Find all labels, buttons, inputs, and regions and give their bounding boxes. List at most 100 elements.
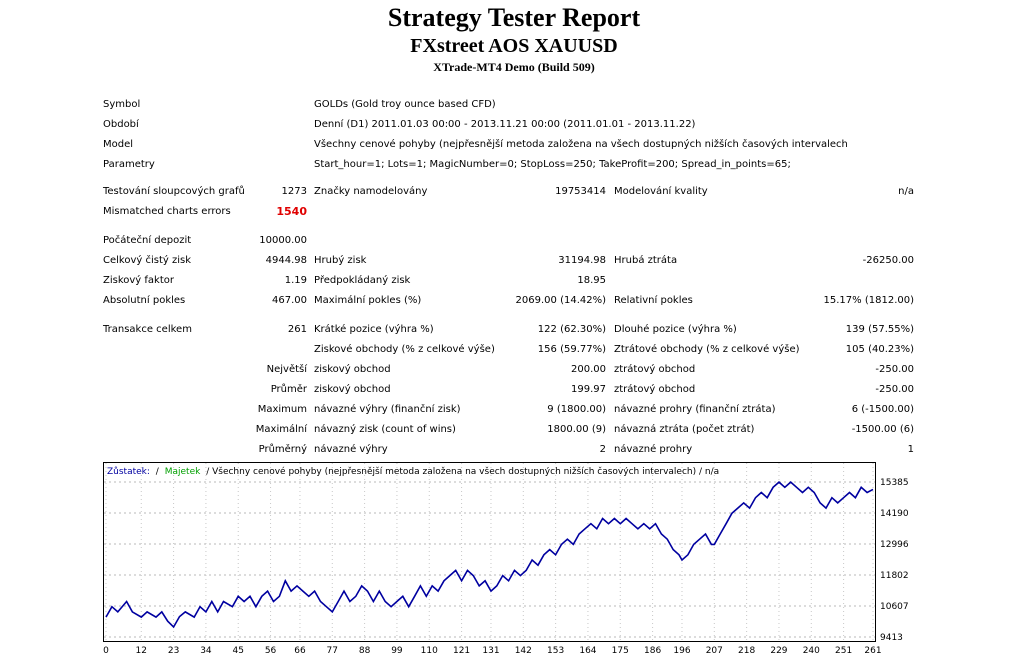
max-cons-losses-label: návazné prohry (finanční ztráta): [614, 404, 776, 415]
profit-factor-value: 1.19: [284, 275, 307, 286]
largest-loss-label: ztrátový obchod: [614, 364, 696, 375]
x-tick-label: 121: [453, 646, 470, 656]
x-tick-label: 240: [803, 646, 820, 656]
average-profit-value: 199.97: [571, 384, 606, 395]
x-tick-label: 77: [327, 646, 338, 656]
gross-loss-value: -26250.00: [862, 255, 914, 266]
params-value: Start_hour=1; Lots=1; MagicNumber=0; Sto…: [314, 159, 791, 170]
gross-loss-label: Hrubá ztráta: [614, 255, 678, 266]
average-label: Průměr: [270, 384, 307, 395]
legend-margin: Majetek: [165, 467, 201, 477]
net-profit-label: Celkový čistý zisk: [103, 255, 192, 266]
legend-balance: Zůstatek:: [107, 466, 150, 477]
avg-cons-losses-label: návazné prohry: [614, 444, 693, 455]
expected-payoff-value: 18.95: [577, 275, 606, 286]
x-tick-label: 186: [644, 646, 661, 656]
x-tick-label: 164: [579, 646, 596, 656]
x-tick-label: 251: [835, 646, 852, 656]
model-label: Model: [103, 139, 134, 150]
largest-loss-value: -250.00: [875, 364, 914, 375]
x-tick-label: 142: [515, 646, 532, 656]
long-positions-value: 139 (57.55%): [845, 324, 914, 335]
x-tick-label: 218: [738, 646, 755, 656]
short-positions-label: Krátké pozice (výhra %): [314, 324, 434, 335]
maximal-profit-value: 1800.00 (9): [547, 424, 606, 435]
params-label: Parametry: [103, 159, 155, 170]
symbol-label: Symbol: [103, 99, 141, 110]
quality-value: n/a: [898, 186, 914, 197]
ticks-value: 19753414: [555, 186, 606, 197]
bars-label: Testování sloupcových grafů: [103, 186, 245, 197]
x-tick-label: 66: [294, 646, 306, 656]
x-tick-label: 34: [200, 646, 212, 656]
total-trades-value: 261: [287, 324, 307, 335]
balance-series-line: [105, 481, 874, 629]
rel-drawdown-value: 15.17% (1812.00): [823, 295, 914, 306]
x-tick-label: 12: [136, 646, 147, 656]
abs-drawdown-label: Absolutní pokles: [103, 295, 186, 306]
model-value: Všechny cenové pohyby (nejpřesnější meto…: [314, 139, 848, 150]
quality-label: Modelování kvality: [614, 186, 708, 197]
average-loss-label: ztrátový obchod: [614, 384, 696, 395]
report-server: XTrade-MT4 Demo (Build 509): [433, 60, 595, 74]
deposit-value: 10000.00: [259, 235, 307, 246]
net-profit-value: 4944.98: [265, 255, 307, 266]
symbol-value: GOLDs (Gold troy ounce based CFD): [314, 99, 496, 110]
y-tick-label: 14190: [880, 509, 909, 519]
maximal-label: Maximální: [255, 424, 307, 435]
long-positions-label: Dlouhé pozice (výhra %): [614, 324, 737, 335]
y-tick-label: 10607: [880, 602, 909, 612]
x-tick-label: 229: [770, 646, 787, 656]
max-cons-wins-label: návazné výhry (finanční zisk): [314, 404, 461, 415]
maximal-profit-label: návazný zisk (count of wins): [314, 424, 456, 435]
maximal-loss-value: -1500.00 (6): [851, 424, 914, 435]
max-cons-wins-value: 9 (1800.00): [547, 404, 606, 415]
gross-profit-label: Hrubý zisk: [314, 255, 367, 266]
abs-drawdown-value: 467.00: [272, 295, 307, 306]
profit-trades-label: Ziskové obchody (% z celkové výše): [314, 344, 495, 355]
report-title: Strategy Tester Report: [387, 3, 641, 32]
max-drawdown-value: 2069.00 (14.42%): [515, 295, 606, 306]
chart-grid: [104, 463, 875, 641]
max-drawdown-label: Maximální pokles (%): [314, 295, 422, 306]
largest-label: Největší: [266, 364, 307, 375]
y-tick-label: 11802: [880, 571, 909, 581]
maximum-label: Maximum: [257, 404, 307, 415]
chart-y-axis: 15385 14190 12996 11802 10607 9413: [880, 478, 909, 643]
y-tick-label: 15385: [880, 478, 909, 488]
max-cons-losses-value: 6 (-1500.00): [851, 404, 914, 415]
avg-cons-wins-label: návazné výhry: [314, 444, 388, 455]
y-tick-label: 9413: [880, 633, 903, 643]
average-loss-value: -250.00: [875, 384, 914, 395]
maximal-loss-label: návazná ztráta (počet ztrát): [614, 424, 755, 435]
x-tick-label: 0: [103, 646, 109, 656]
ticks-label: Značky namodelovány: [314, 186, 428, 197]
rel-drawdown-label: Relativní pokles: [614, 295, 693, 306]
x-tick-label: 175: [612, 646, 629, 656]
x-tick-label: 88: [359, 646, 371, 656]
short-positions-value: 122 (62.30%): [537, 324, 606, 335]
x-tick-label: 196: [673, 646, 690, 656]
loss-trades-label: Ztrátové obchody (% z celkové výše): [614, 344, 800, 355]
x-tick-label: 99: [391, 646, 403, 656]
chart-legend: Zůstatek: / Majetek / Všechny cenové poh…: [107, 466, 719, 477]
period-value: Denní (D1) 2011.01.03 00:00 - 2013.11.21…: [314, 119, 696, 130]
mismatch-label: Mismatched charts errors: [103, 206, 231, 217]
period-label: Období: [103, 119, 139, 130]
mismatch-value: 1540: [276, 205, 307, 218]
deposit-label: Počáteční depozit: [103, 235, 192, 246]
x-tick-label: 131: [482, 646, 499, 656]
x-tick-label: 110: [421, 646, 438, 656]
x-tick-label: 45: [233, 646, 244, 656]
total-trades-label: Transakce celkem: [103, 324, 192, 335]
y-tick-label: 12996: [880, 540, 909, 550]
avg-cons-losses-value: 1: [907, 444, 914, 455]
profit-trades-value: 156 (59.77%): [537, 344, 606, 355]
average-cons-label: Průměrný: [258, 444, 307, 455]
largest-profit-label: ziskový obchod: [314, 364, 391, 375]
average-profit-label: ziskový obchod: [314, 384, 391, 395]
profit-factor-label: Ziskový faktor: [103, 275, 174, 286]
report-subtitle: FXstreet AOS XAUUSD: [410, 35, 618, 57]
legend-description: / Všechny cenové pohyby (nejpřesnější me…: [206, 466, 719, 477]
gross-profit-value: 31194.98: [558, 255, 606, 266]
